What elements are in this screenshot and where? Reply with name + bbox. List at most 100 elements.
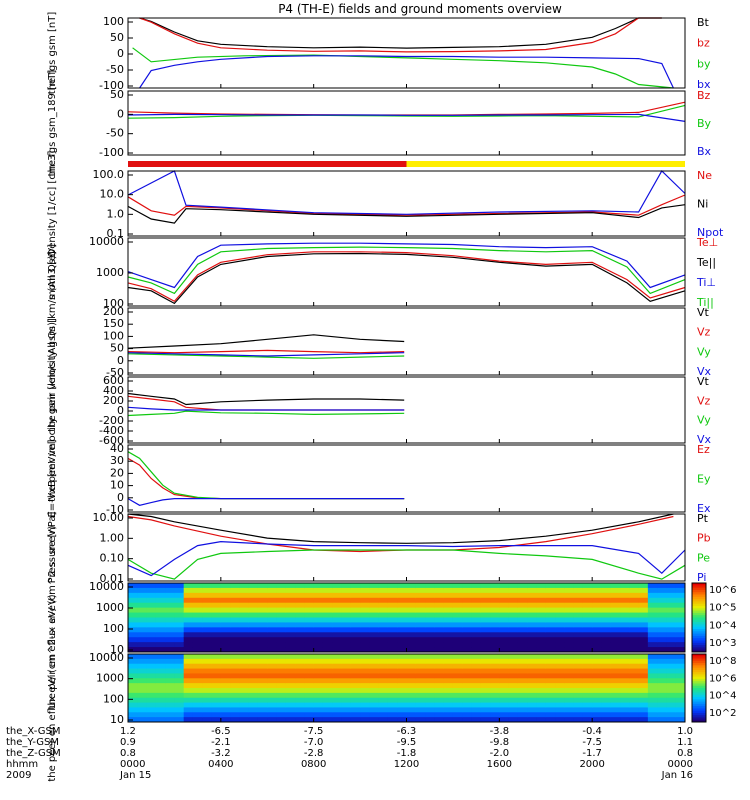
heatmap-cell [601,658,612,665]
heatmap-cell [332,642,343,648]
y-tick-label: 0 [117,404,124,417]
heatmap-cell [592,697,602,704]
heatmap-cell [592,612,602,618]
y-tick-label: 0 [117,354,124,367]
heatmap-cell [137,602,148,609]
heatmap-cell [369,707,380,713]
heatmap-cell [647,597,658,604]
y-axis-label: the peir en eflux eV/ (cm^2-s- sr-eV) [47,525,58,709]
heatmap-cell [582,607,593,614]
heatmap-cell [360,622,370,628]
heatmap-cell [620,683,630,689]
heatmap-cell [378,632,389,638]
heatmap-cell [239,673,250,679]
heatmap-cell [174,688,185,694]
heatmap-cell [146,597,157,604]
heatmap-cell [387,612,398,618]
heatmap-cell [425,622,435,628]
heatmap-cell [620,612,630,618]
heatmap-cell [369,673,380,679]
heatmap-cell [192,612,203,618]
heatmap-cell [202,617,213,623]
heatmap-cell [211,607,222,614]
heatmap-cell [332,688,343,694]
heatmap-cell [285,612,296,618]
heatmap-cell [480,668,491,674]
heatmap-cell [592,647,602,653]
heatmap-cell [257,637,268,643]
heatmap-cell [601,668,612,674]
heatmap-cell [573,597,584,604]
heatmap-cell [629,692,640,699]
heatmap-cell [647,602,658,609]
heatmap-cell [480,583,491,589]
heatmap-cell [202,592,213,599]
heatmap-cell [387,688,398,694]
heatmap-cell [248,612,259,618]
heatmap-cell [165,642,175,648]
heatmap-cell [211,683,222,689]
heatmap-cell [610,688,621,694]
heatmap-cell [499,622,510,628]
heatmap-cell [332,632,343,638]
heatmap-cell [629,668,640,674]
heatmap-cell [304,683,315,689]
heatmap-cell [629,583,640,589]
heatmap-cell [322,617,333,623]
heatmap-cell [360,717,370,723]
heatmap-cell [155,673,166,679]
heatmap-cell [155,702,166,708]
heatmap-cell [369,597,380,604]
heatmap-cell [573,707,584,713]
legend-entry: Vz [697,394,711,407]
heatmap-cell [629,597,640,604]
heatmap-cell [137,692,148,699]
heatmap-cell [629,697,640,704]
heatmap-cell [248,607,259,614]
heatmap-cell [220,592,231,599]
heatmap-cell [490,647,500,653]
heatmap-cell [471,658,482,665]
heatmap-cell [675,592,686,599]
heatmap-cell [350,637,361,643]
heatmap-cell [332,668,343,674]
heatmap-cell [137,683,148,689]
heatmap-cell [378,697,389,704]
heatmap-cell [443,612,454,618]
heatmap-cell [508,678,519,684]
heatmap-cell [248,712,259,718]
heatmap-cell [211,632,222,638]
heatmap-cell [397,637,407,643]
heatmap-cell [582,668,593,674]
y-tick-label: -100 [99,146,124,159]
heatmap-cell [322,587,333,594]
heatmap-cell [128,632,138,638]
heatmap-cell [536,592,547,599]
heatmap-cell [378,627,389,633]
y-tick-label: 1.0 [107,207,125,220]
heatmap-cell [517,597,528,604]
heatmap-cell [425,668,435,674]
heatmap-cell [564,627,575,633]
heatmap-cell [406,654,417,660]
heatmap-cell [387,647,398,653]
heatmap-cell [230,654,240,660]
chart-title: P4 (TH-E) fields and ground moments over… [278,2,562,16]
heatmap-cell [415,654,426,660]
heatmap-cell [192,688,203,694]
heatmap-cell [304,587,315,594]
colorbar-tick-label: 10^4 [709,691,736,702]
heatmap-cell [276,663,287,670]
heatmap-cell [360,632,370,638]
heatmap-cell [480,627,491,633]
heatmap-cell [332,702,343,708]
heatmap-cell [480,637,491,643]
heatmap-cell [248,697,259,704]
heatmap-cell [564,697,575,704]
series-line-Bz [127,101,686,116]
heatmap-cell [508,647,519,653]
heatmap-cell [564,654,575,660]
legend-entry: Bz [697,89,711,102]
heatmap-cell [536,663,547,670]
